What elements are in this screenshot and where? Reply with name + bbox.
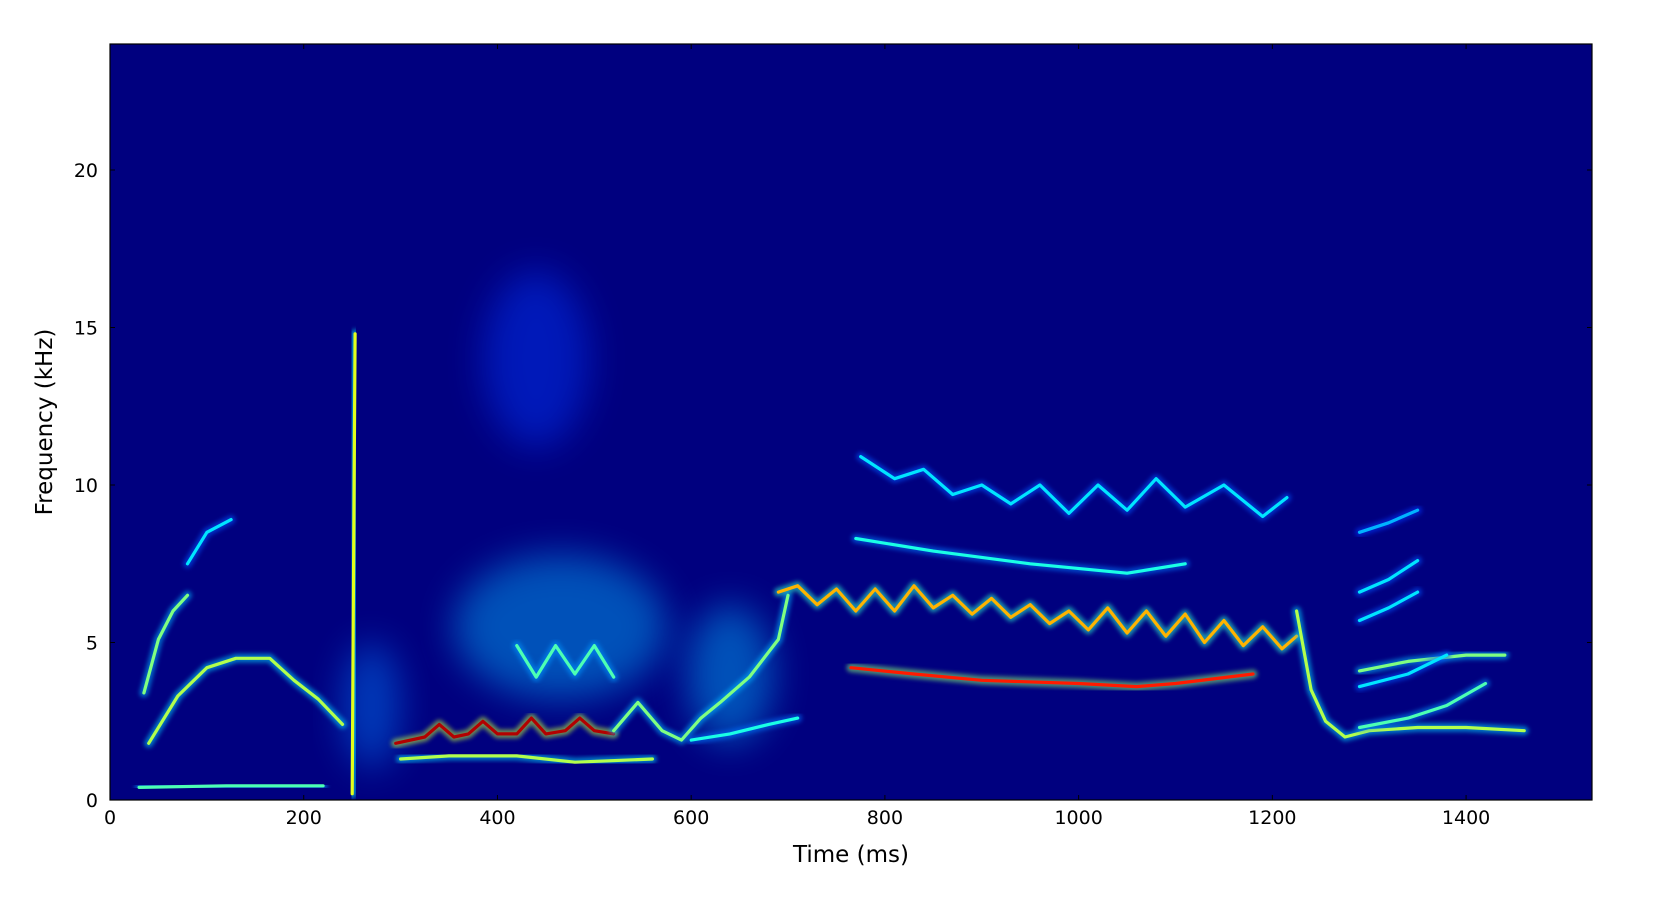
x-tick-label: 800 bbox=[867, 807, 903, 829]
y-tick-label: 10 bbox=[74, 475, 98, 497]
y-tick-label: 5 bbox=[86, 633, 98, 655]
harmonic-trace-4 bbox=[350, 332, 357, 796]
harmonic-trace-18 bbox=[1357, 590, 1420, 623]
harmonic-trace-7 bbox=[612, 593, 790, 742]
harmonic-trace-8 bbox=[515, 644, 616, 679]
harmonic-trace-13 bbox=[859, 455, 1289, 519]
x-tick-label: 600 bbox=[673, 807, 709, 829]
harmonic-trace-1 bbox=[147, 656, 345, 745]
x-axis: 0 200 400 600 800 1000 1200 1400 bbox=[104, 44, 1490, 829]
harmonic-trace-19 bbox=[1357, 559, 1420, 594]
harmonic-trace-10 bbox=[776, 584, 1299, 651]
x-tick-label: 0 bbox=[104, 807, 116, 829]
harmonic-trace-6 bbox=[399, 754, 654, 764]
y-tick-label: 20 bbox=[74, 160, 98, 182]
spectrogram-plot-area bbox=[134, 270, 1529, 799]
x-tick-label: 200 bbox=[286, 807, 322, 829]
x-tick-label: 1000 bbox=[1054, 807, 1102, 829]
y-tick-label: 0 bbox=[86, 790, 98, 812]
y-axis-label: Frequency (kHz) bbox=[32, 329, 58, 516]
harmonic-trace-2 bbox=[142, 593, 190, 695]
energy-region-1 bbox=[482, 270, 590, 448]
energy-region-0 bbox=[453, 554, 667, 700]
plot-frame bbox=[109, 43, 1593, 801]
y-tick-label: 15 bbox=[74, 318, 98, 340]
harmonic-trace-0 bbox=[137, 784, 325, 789]
harmonic-trace-12 bbox=[854, 536, 1187, 575]
x-tick-label: 400 bbox=[479, 807, 515, 829]
x-axis-label: Time (ms) bbox=[792, 842, 909, 868]
harmonic-trace-5 bbox=[394, 716, 616, 745]
harmonic-trace-16 bbox=[1357, 681, 1488, 730]
harmonic-trace-17 bbox=[1357, 653, 1449, 689]
harmonic-trace-11 bbox=[849, 666, 1255, 689]
x-tick-label: 1200 bbox=[1248, 807, 1296, 829]
harmonic-trace-3 bbox=[185, 518, 233, 566]
x-tick-label: 1400 bbox=[1442, 807, 1490, 829]
y-axis: 0 5 10 15 20 bbox=[74, 160, 1592, 812]
harmonic-trace-20 bbox=[1357, 508, 1420, 534]
harmonic-trace-14 bbox=[1295, 609, 1526, 739]
harmonic-trace-9 bbox=[689, 716, 800, 742]
